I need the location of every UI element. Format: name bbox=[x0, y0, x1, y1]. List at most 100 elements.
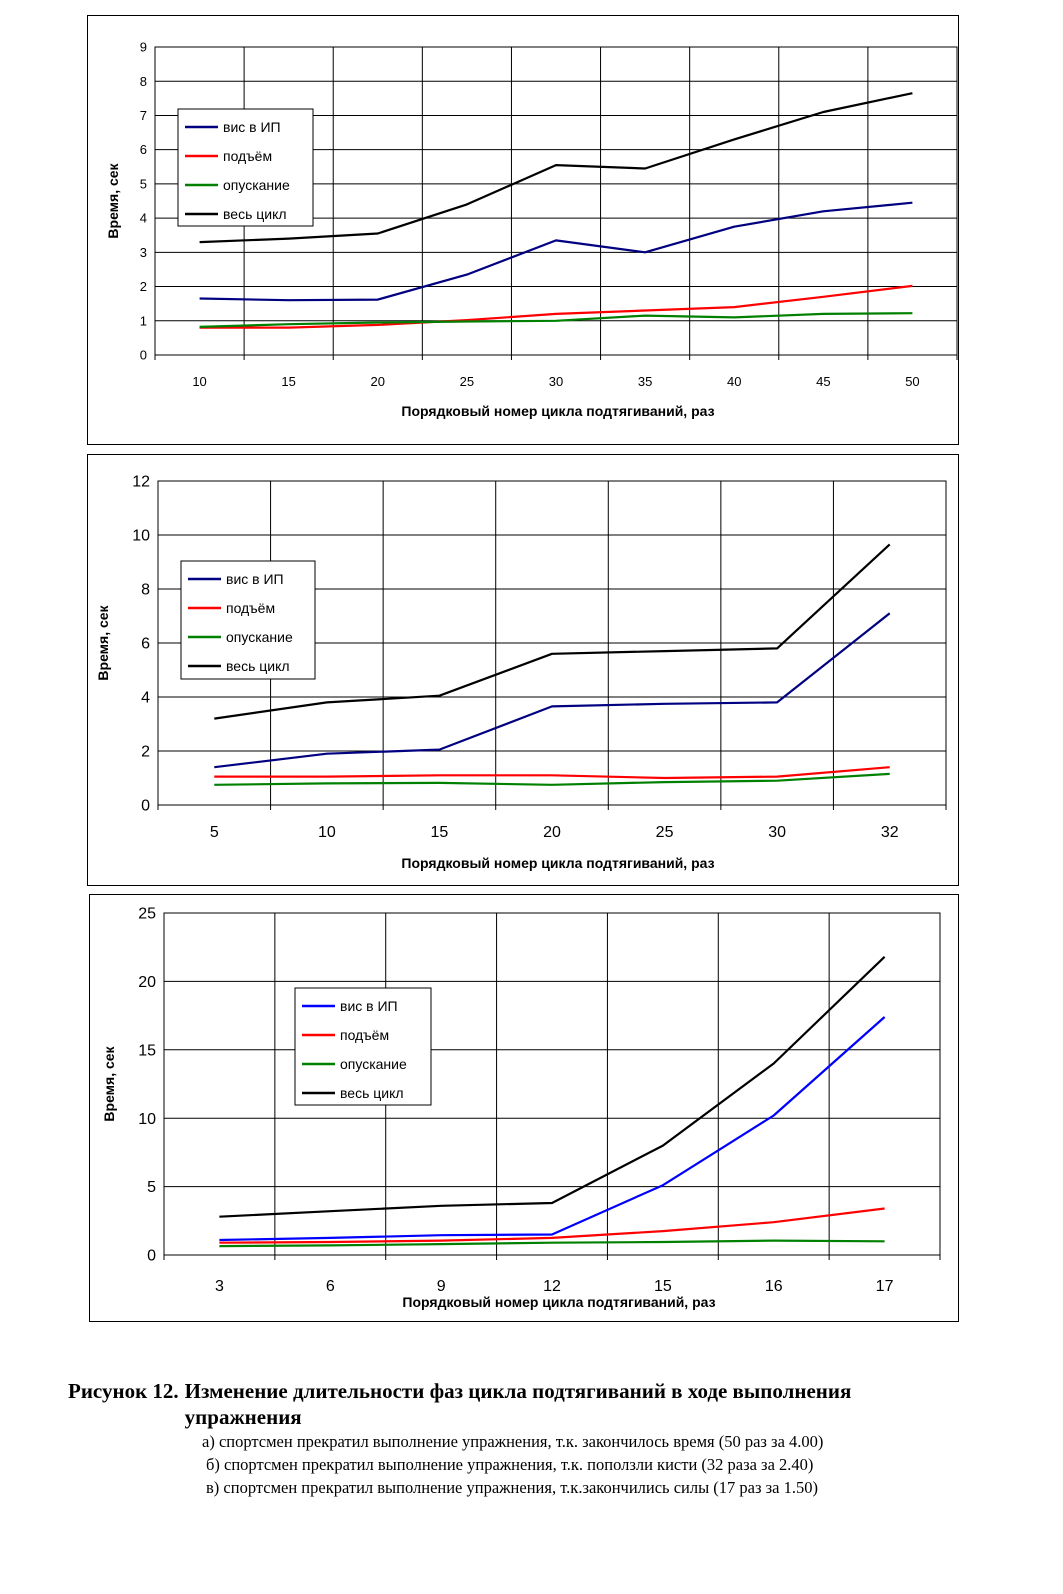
series-line-1 bbox=[199, 284, 913, 329]
chart-c-grid bbox=[164, 912, 940, 1256]
chart-b-svg: 0 2 4 6 8 10 12 5 10 15 20 25 30 32 Время, сек Порядк… bbox=[95, 474, 947, 871]
x-tick-label: 40 bbox=[727, 374, 741, 389]
x-tick-label: 45 bbox=[816, 374, 830, 389]
y-tick-label: 2 bbox=[141, 744, 150, 761]
chart-b: 0 2 4 6 8 10 12 5 10 15 20 25 30 32 Время, сек Порядк… bbox=[87, 454, 959, 886]
y-tick-label: 3 bbox=[140, 245, 147, 260]
x-tick-label: 25 bbox=[656, 824, 674, 841]
x-tick-label: 5 bbox=[210, 824, 219, 841]
x-tick-label: 3 bbox=[215, 1278, 224, 1295]
series-line-2 bbox=[214, 772, 890, 786]
x-tick-label: 15 bbox=[654, 1278, 672, 1295]
chart-b-legend-box bbox=[180, 560, 316, 680]
y-tick-label: 4 bbox=[141, 690, 150, 707]
figure-caption: Рисунок 12. Изменение длительности фаз ц… bbox=[68, 1378, 1048, 1499]
chart-c-legend: вис в ИП подъём опускание весь цикл bbox=[294, 987, 432, 1106]
y-tick-label: 7 bbox=[140, 108, 147, 123]
legend-label-2: опускание bbox=[223, 177, 290, 193]
x-tick-label: 15 bbox=[281, 374, 295, 389]
legend-label-2: опускание bbox=[340, 1056, 407, 1072]
caption-title: Изменение длительности фаз цикла подтяги… bbox=[184, 1379, 852, 1429]
chart-b-x-axis-label: Порядковый номер цикла подтягиваний, раз bbox=[401, 855, 714, 871]
chart-a-grid bbox=[155, 46, 957, 356]
x-tick-label: 20 bbox=[371, 374, 385, 389]
legend-label-3: весь цикл bbox=[226, 658, 290, 674]
series-line-3 bbox=[214, 543, 891, 720]
series-line-1 bbox=[219, 1207, 885, 1244]
y-tick-label: 10 bbox=[138, 1111, 156, 1128]
chart-a-legend-items: вис в ИП подъём опускание весь цикл bbox=[185, 119, 290, 222]
caption-heading: Рисунок 12. Изменение длительности фаз ц… bbox=[68, 1378, 1048, 1430]
chart-a-legend-box bbox=[177, 108, 314, 227]
x-tick-label: 10 bbox=[192, 374, 206, 389]
y-tick-label: 15 bbox=[138, 1042, 156, 1059]
chart-c-legend-items: вис в ИП подъём опускание весь цикл bbox=[302, 998, 407, 1101]
legend-label-1: подъём bbox=[226, 600, 275, 616]
legend-label-3: весь цикл bbox=[223, 206, 287, 222]
y-tick-label: 10 bbox=[132, 528, 150, 545]
chart-c-ticks: 0 5 10 15 20 25 3 6 9 12 15 16 17 bbox=[138, 906, 941, 1295]
series-line-1 bbox=[214, 766, 890, 780]
y-tick-label: 12 bbox=[132, 474, 150, 491]
chart-a-y-axis-label: Время, сек bbox=[105, 162, 121, 238]
chart-c-legend-box bbox=[294, 987, 432, 1106]
y-tick-label: 0 bbox=[140, 348, 147, 363]
caption-prefix: Рисунок 12. bbox=[68, 1379, 179, 1403]
x-tick-label: 30 bbox=[768, 824, 786, 841]
chart-a-series-group bbox=[199, 92, 913, 329]
caption-note-c: в) спортсмен прекратил выполнение упражн… bbox=[206, 1478, 818, 1497]
x-tick-label: 50 bbox=[905, 374, 919, 389]
chart-b-ticks: 0 2 4 6 8 10 12 5 10 15 20 25 30 32 bbox=[132, 474, 947, 841]
chart-c-x-axis-label: Порядковый номер цикла подтягиваний, раз bbox=[402, 1294, 715, 1310]
series-line-0 bbox=[214, 612, 891, 769]
y-tick-label: 6 bbox=[141, 636, 150, 653]
x-tick-label: 32 bbox=[881, 824, 899, 841]
y-tick-label: 5 bbox=[140, 176, 147, 191]
y-tick-label: 8 bbox=[140, 74, 147, 89]
legend-label-3: весь цикл bbox=[340, 1085, 404, 1101]
series-line-3 bbox=[199, 92, 913, 244]
series-line-2 bbox=[199, 312, 913, 328]
x-tick-label: 12 bbox=[543, 1278, 561, 1295]
y-tick-label: 20 bbox=[138, 974, 156, 991]
y-tick-label: 9 bbox=[140, 40, 147, 55]
chart-a-legend: вис в ИП подъём опускание весь цикл bbox=[177, 108, 314, 227]
caption-note-b: б) спортсмен прекратил выполнение упражн… bbox=[206, 1455, 814, 1474]
x-tick-label: 16 bbox=[765, 1278, 783, 1295]
x-tick-label: 17 bbox=[876, 1278, 894, 1295]
y-tick-label: 1 bbox=[140, 313, 147, 328]
chart-a-x-axis-label: Порядковый номер цикла подтягиваний, раз bbox=[401, 403, 714, 419]
y-tick-label: 6 bbox=[140, 142, 147, 157]
x-tick-label: 15 bbox=[431, 824, 449, 841]
y-tick-label: 2 bbox=[140, 279, 147, 294]
legend-label-1: подъём bbox=[340, 1027, 389, 1043]
x-tick-label: 30 bbox=[549, 374, 563, 389]
legend-label-0: вис в ИП bbox=[226, 571, 284, 587]
chart-b-series-group bbox=[214, 543, 891, 786]
x-tick-label: 35 bbox=[638, 374, 652, 389]
legend-label-0: вис в ИП bbox=[340, 998, 398, 1014]
x-tick-label: 25 bbox=[460, 374, 474, 389]
y-tick-label: 8 bbox=[141, 582, 150, 599]
legend-label-1: подъём bbox=[223, 148, 272, 164]
chart-b-legend-items: вис в ИП подъём опускание весь цикл bbox=[188, 571, 293, 674]
chart-c-y-axis-label: Время, сек bbox=[101, 1045, 117, 1121]
y-tick-label: 4 bbox=[140, 211, 147, 226]
x-tick-label: 20 bbox=[543, 824, 561, 841]
y-tick-label: 5 bbox=[147, 1179, 156, 1196]
y-tick-label: 25 bbox=[138, 906, 156, 923]
chart-c-svg: 0 5 10 15 20 25 3 6 9 12 15 16 17 Время, сек Порядко… bbox=[101, 906, 941, 1310]
chart-a: 0 1 2 3 4 5 6 7 8 9 10 15 20 25 30 35 40 45 50 Время, сек … bbox=[87, 15, 959, 445]
chart-b-legend: вис в ИП подъём опускание весь цикл bbox=[180, 560, 316, 680]
caption-note-a: а) спортсмен прекратил выполнение упражн… bbox=[202, 1432, 824, 1451]
x-tick-label: 10 bbox=[318, 824, 336, 841]
chart-c: 0 5 10 15 20 25 3 6 9 12 15 16 17 Время, сек Порядко… bbox=[89, 894, 959, 1322]
legend-label-2: опускание bbox=[226, 629, 293, 645]
series-line-0 bbox=[219, 1016, 886, 1242]
series-line-0 bbox=[199, 201, 913, 302]
series-line-2 bbox=[219, 1239, 885, 1248]
y-tick-label: 0 bbox=[147, 1248, 156, 1265]
legend-label-0: вис в ИП bbox=[223, 119, 281, 135]
